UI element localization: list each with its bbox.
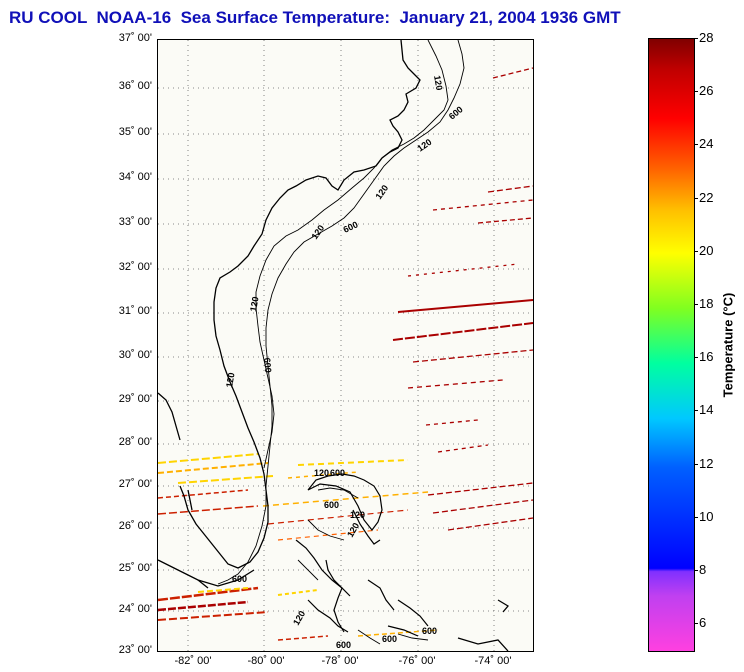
lat-label: 32˚ 00' [118,261,152,273]
colorbar-tick [694,304,698,305]
contour-label-600: 600 [342,219,360,234]
lon-label: -80˚ 00' [247,655,285,667]
contour-label-600: 600 [336,640,351,650]
temperature-colorbar [648,38,695,652]
lon-label: -76˚ 00' [398,655,436,667]
lat-label: 28˚ 00' [118,436,152,448]
lat-label: 30˚ 00' [118,349,152,361]
contour-label-120: 120 [224,372,236,389]
lat-label: 29˚ 00' [118,393,152,405]
lat-label: 31˚ 00' [118,305,152,317]
lat-label: 34˚ 00' [118,171,152,183]
islands [295,473,429,637]
colorbar-label: 6 [699,615,707,630]
colorbar-tick [694,38,698,39]
isobath-contours [217,40,465,645]
colorbar-label: 20 [699,243,714,258]
lat-label: 26˚ 00' [118,520,152,532]
contour-label-600: 600 [232,574,247,584]
colorbar-tick [694,517,698,518]
lat-label: 33˚ 00' [118,216,152,228]
page-title: RU COOL NOAA-16 Sea Surface Temperature:… [9,8,621,27]
contour-label-600: 600 [262,357,273,373]
contour-label-120: 120 [345,521,361,539]
contour-label-120: 120 [291,609,307,627]
colorbar-label: 16 [699,349,714,364]
colorbar-tick [694,570,698,571]
coastline [158,40,509,651]
colorbar-title: Temperature (°C) [720,292,736,398]
colorbar-tick [694,144,698,145]
lon-label: -78˚ 00' [321,655,359,667]
colorbar-label: 18 [699,296,714,311]
colorbar-label: 8 [699,562,707,577]
lat-label: 35˚ 00' [118,126,152,138]
contour-label-120: 120 [373,183,390,201]
colorbar-tick [694,464,698,465]
colorbar-tick [694,623,698,624]
colorbar-label: 26 [699,83,714,98]
sst-map: 120 600 120 120 600 120 120 600 120 120 … [157,39,534,652]
map-canvas: 120 600 120 120 600 120 120 600 120 120 … [158,40,533,651]
lat-label: 24˚ 00' [118,603,152,615]
contour-label-600: 600 [324,500,339,510]
contour-label-600: 600 [330,468,345,478]
contour-labels: 120 600 120 120 600 120 120 600 120 120 … [224,75,465,650]
sst-streaks-florida [158,453,439,641]
contour-label-120: 120 [350,510,365,520]
colorbar-tick [694,410,698,411]
lat-label: 25˚ 00' [118,562,152,574]
colorbar-label: 22 [699,190,714,205]
colorbar-tick [694,357,698,358]
contour-label-120: 120 [415,137,433,154]
lon-label: -82˚ 00' [174,655,212,667]
contour-label-120: 120 [432,75,444,92]
lon-label: -74˚ 00' [474,655,512,667]
lat-label: 36˚ 00' [118,80,152,92]
graticule [158,40,533,651]
lat-label: 23˚ 00' [118,644,152,656]
colorbar-label: 10 [699,509,714,524]
colorbar-tick [694,251,698,252]
lat-label: 37˚ 00' [118,32,152,44]
contour-label-600: 600 [422,626,437,636]
contour-label-600: 600 [382,634,397,644]
contour-label-120: 120 [314,468,329,478]
colorbar-tick [694,91,698,92]
lat-label: 27˚ 00' [118,478,152,490]
contour-label-120: 120 [309,223,326,241]
contour-label-120: 120 [248,296,260,313]
colorbar-label: 28 [699,30,714,45]
colorbar-label: 24 [699,136,714,151]
colorbar-label: 12 [699,456,714,471]
colorbar-tick [694,198,698,199]
sst-streaks-offshore [392,67,533,531]
colorbar-label: 14 [699,402,714,417]
